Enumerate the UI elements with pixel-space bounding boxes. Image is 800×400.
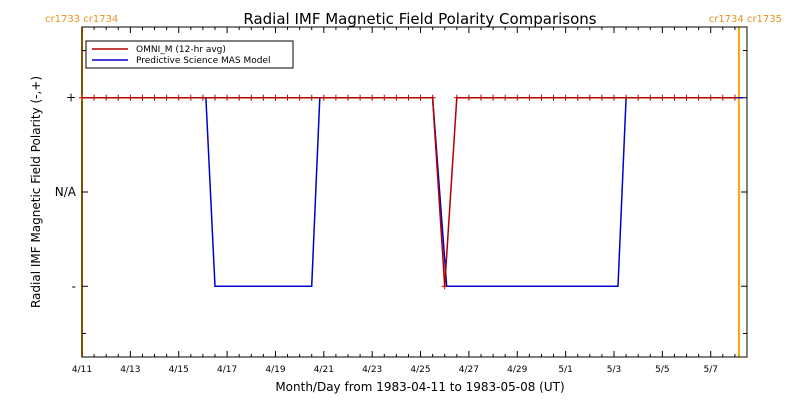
series-omni-line [82,96,735,287]
omni-data-point [514,94,521,101]
omni-data-point [115,94,122,101]
x-tick-label: 5/1 [558,365,572,375]
omni-data-point [151,94,158,101]
series-layer [79,94,743,290]
omni-data-point [212,94,218,101]
y-axis-label: Radial IMF Magnetic Field Polarity (-,+) [29,76,43,308]
omni-data-point [538,94,545,101]
series-mas-line [82,96,743,288]
x-axis: 4/11 4/13 4/15 4/17 4/19 4/21 4/23 4/25 4/27 4/29… [72,27,748,375]
omni-data-point [175,94,182,101]
omni-data-point [332,94,339,101]
omni-data-point [79,94,85,101]
x-axis-label: Month/Day from 1983-04-11 to 1983-05-08 … [275,380,564,394]
omni-data-point [91,94,98,101]
omni-data-point [345,94,351,101]
omni-data-point [647,94,654,101]
plot-area [81,26,748,358]
carrington-label: cr1734 cr1735 [709,14,782,25]
omni-data-point [127,94,134,101]
y-tick-label: N/A [55,185,77,199]
chart-title: Radial IMF Magnetic Field Polarity Compa… [243,10,596,28]
omni-data-point [586,94,593,101]
omni-data-point [429,94,436,101]
omni-data-point [635,94,642,101]
omni-data-point [139,94,146,101]
y-tick-label: + [66,91,76,105]
omni-data-point [574,94,581,101]
omni-data-point [417,94,424,101]
x-tick-label: 4/11 [72,365,92,375]
omni-data-point [441,283,448,290]
legend-label-omni: OMNI_M (12-hr avg) [136,45,226,55]
x-tick-label: 4/27 [459,365,479,375]
omni-data-point [550,94,557,101]
omni-data-point [320,94,327,101]
x-tick-label: 4/25 [410,365,430,375]
x-tick-label: 4/19 [265,365,285,375]
omni-data-point [465,94,472,101]
x-tick-label: 4/23 [362,365,382,375]
omni-data-point [478,94,484,101]
omni-data-point [260,94,267,101]
omni-data-point [393,94,400,101]
omni-data-point [236,94,243,101]
omni-data-point [187,94,194,101]
omni-data-point [695,94,702,101]
omni-data-point [357,94,364,101]
omni-data-point [719,94,726,101]
x-tick-label: 5/3 [607,365,621,375]
omni-data-point [707,94,714,101]
omni-data-point [199,94,206,101]
omni-data-point [248,94,255,101]
x-tick-label: 4/15 [169,365,189,375]
x-tick-label: 4/17 [217,365,237,375]
omni-data-point [490,94,497,101]
omni-data-point [611,94,617,101]
omni-data-point [623,94,630,101]
omni-data-point [381,94,388,101]
y-tick-label: - [72,279,76,293]
y-axis: + N/A - [55,50,747,334]
omni-data-point [502,94,509,101]
x-tick-label: 4/29 [507,365,527,375]
legend-label-mas: Predictive Science MAS Model [136,56,271,66]
omni-data-point [103,94,110,101]
x-tick-label: 5/7 [703,365,717,375]
omni-data-point [526,94,533,101]
legend-box [85,40,294,69]
x-tick-label: 4/21 [314,365,334,375]
omni-data-point [296,94,303,101]
omni-data-point [284,94,291,101]
omni-data-point [369,94,376,101]
omni-data-point [405,94,412,101]
omni-data-point [562,94,569,101]
omni-data-point [163,94,170,101]
omni-data-point [598,94,605,101]
omni-data-point [272,94,279,101]
omni-data-point [731,94,738,101]
x-tick-label: 4/13 [120,365,140,375]
carrington-label: cr1733 cr1734 [45,14,118,25]
omni-data-point [308,94,315,101]
x-tick-label: 5/5 [655,365,669,375]
legend: OMNI_M (12-hr avg) Predictive Science MA… [85,40,294,69]
omni-data-point [453,94,460,101]
omni-data-point [671,94,678,101]
omni-data-point [659,94,666,101]
omni-data-point [683,94,690,101]
omni-data-point [224,94,231,101]
